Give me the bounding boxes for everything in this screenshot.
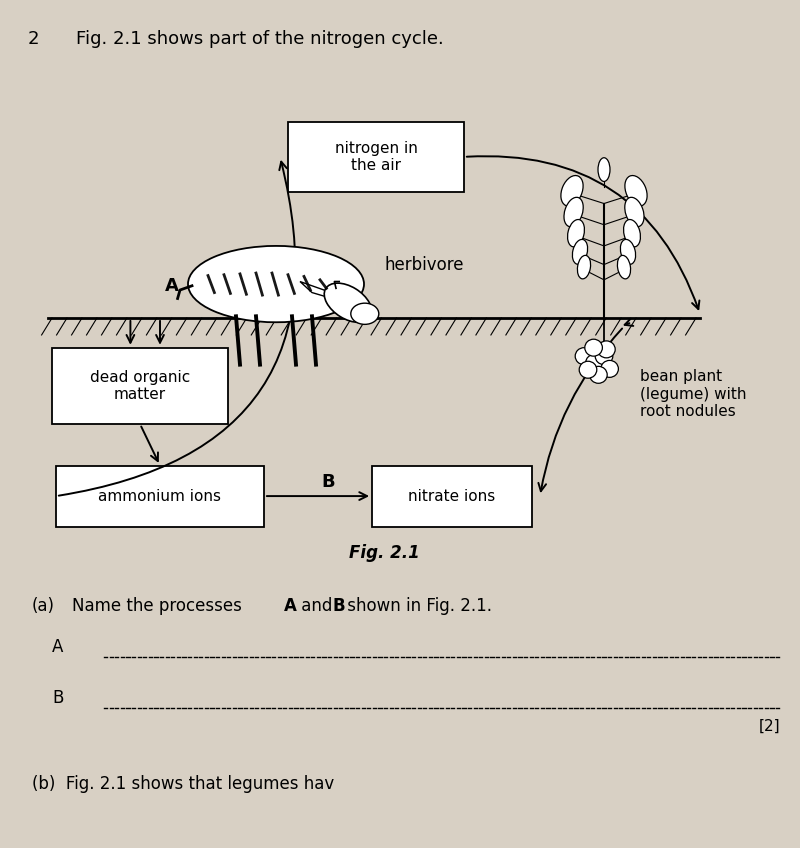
Text: and: and	[296, 597, 338, 616]
Text: dead organic
matter: dead organic matter	[90, 370, 190, 402]
Ellipse shape	[590, 366, 607, 383]
Ellipse shape	[601, 360, 618, 377]
FancyArrowPatch shape	[538, 328, 622, 491]
Ellipse shape	[620, 239, 636, 265]
FancyBboxPatch shape	[56, 466, 264, 527]
Text: B: B	[321, 472, 335, 491]
Ellipse shape	[572, 239, 588, 265]
Ellipse shape	[575, 348, 593, 365]
Ellipse shape	[564, 198, 583, 226]
Ellipse shape	[623, 220, 641, 247]
Ellipse shape	[598, 341, 615, 358]
Ellipse shape	[625, 198, 644, 226]
Text: [2]: [2]	[758, 719, 780, 734]
Text: A: A	[165, 276, 179, 295]
Text: nitrogen in
the air: nitrogen in the air	[334, 141, 418, 173]
Ellipse shape	[578, 255, 590, 279]
Text: herbivore: herbivore	[384, 255, 463, 274]
Ellipse shape	[625, 176, 647, 206]
FancyBboxPatch shape	[372, 466, 532, 527]
Text: (a): (a)	[32, 597, 55, 616]
FancyArrowPatch shape	[58, 162, 295, 495]
Text: B: B	[52, 689, 63, 707]
Ellipse shape	[567, 220, 585, 247]
Ellipse shape	[324, 283, 372, 322]
Text: shown in Fig. 2.1.: shown in Fig. 2.1.	[342, 597, 492, 616]
Ellipse shape	[350, 304, 379, 325]
Ellipse shape	[586, 354, 603, 371]
Polygon shape	[300, 282, 332, 298]
FancyBboxPatch shape	[288, 122, 464, 192]
Text: B: B	[332, 597, 345, 616]
Text: A: A	[284, 597, 297, 616]
FancyBboxPatch shape	[52, 348, 228, 424]
Ellipse shape	[561, 176, 583, 206]
Text: A: A	[52, 638, 63, 656]
Ellipse shape	[585, 339, 602, 356]
Text: bean plant
(legume) with
root nodules: bean plant (legume) with root nodules	[640, 370, 746, 419]
Text: nitrate ions: nitrate ions	[408, 488, 496, 504]
Ellipse shape	[595, 348, 613, 365]
FancyArrowPatch shape	[466, 156, 699, 309]
Text: ammonium ions: ammonium ions	[98, 488, 222, 504]
Text: 2: 2	[28, 30, 39, 47]
Text: (b)  Fig. 2.1 shows that legumes hav: (b) Fig. 2.1 shows that legumes hav	[32, 775, 334, 794]
Ellipse shape	[598, 158, 610, 181]
Text: Fig. 2.1 shows part of the nitrogen cycle.: Fig. 2.1 shows part of the nitrogen cycl…	[76, 30, 444, 47]
Text: Fig. 2.1: Fig. 2.1	[349, 544, 419, 562]
Ellipse shape	[618, 255, 630, 279]
Ellipse shape	[579, 361, 597, 378]
Ellipse shape	[188, 246, 364, 322]
Text: Name the processes: Name the processes	[72, 597, 247, 616]
